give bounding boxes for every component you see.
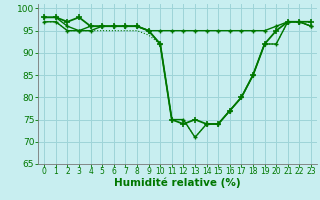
- X-axis label: Humidité relative (%): Humidité relative (%): [114, 178, 241, 188]
